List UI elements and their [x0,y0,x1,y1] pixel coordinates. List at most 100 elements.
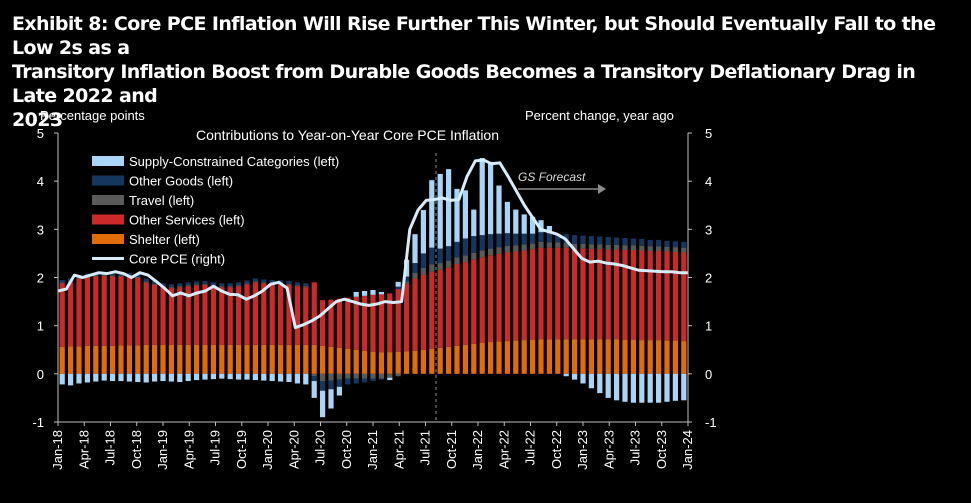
bar-shelter [429,348,435,374]
bar-travel [353,373,359,379]
bar-other-goods [580,235,586,244]
bar-other-services [496,253,502,342]
x-tick-label: Oct-19 [234,430,249,469]
bar-shelter [403,351,410,374]
bar-other-goods [639,238,645,246]
bar-supply [370,290,376,295]
bar-supply [193,373,200,381]
bar-other-services [59,283,65,347]
bar-other-services [294,286,301,345]
bar-other-services [303,287,309,345]
bar-other-services [420,275,427,350]
bar-supply [647,373,653,403]
bar-other-goods [219,283,225,287]
bar-other-services [185,286,191,345]
bar-other-goods [555,233,561,243]
bar-other-goods [303,283,309,287]
bar-shelter [613,339,620,374]
bar-other-goods [269,279,275,283]
bar-shelter [219,344,225,374]
bar-other-goods [420,253,427,268]
bar-other-services [655,251,662,341]
bar-other-services [445,267,452,347]
right-tick-label: 2 [705,271,712,286]
bar-shelter [311,344,317,374]
bar-shelter [395,351,401,374]
x-tick-label: Jul-20 [313,430,328,465]
bar-other-services [605,249,611,340]
bar-travel [681,247,687,253]
bar-other-services [109,276,116,346]
bar-supply [378,291,385,295]
bar-travel [59,282,65,284]
x-tick-label: Apr-22 [496,430,511,469]
bar-travel [496,247,502,254]
bar-travel [504,245,511,253]
bar-shelter [109,345,116,374]
bar-supply [605,373,611,398]
bar-travel [588,244,595,250]
bar-other-goods [151,280,158,284]
bar-travel [193,284,200,286]
bar-travel [261,282,267,284]
legend-label: Core PCE (right) [129,252,225,267]
bar-other-goods [168,284,175,288]
forecast-arrow-head [598,184,606,194]
bar-supply [244,373,250,380]
bar-other-goods [235,282,242,286]
bar-other-services [319,300,326,346]
bar-other-goods [412,263,418,273]
bar-supply [252,373,259,381]
bar-supply [177,373,183,383]
bar-shelter [93,345,99,374]
bar-travel [471,252,477,260]
bar-other-goods [286,280,292,284]
bar-shelter [168,344,175,374]
bar-supply [261,373,267,381]
bar-supply [76,373,82,384]
bar-other-services [135,277,141,346]
bar-travel [303,286,309,288]
bar-shelter [277,344,284,374]
bar-shelter [563,339,569,374]
x-tick-label: Jan-24 [680,430,695,470]
bar-supply [277,373,284,382]
bar-other-services [269,283,275,345]
bar-shelter [487,342,494,374]
bar-supply [546,225,553,234]
bar-travel [563,242,569,248]
legend-swatch [92,175,124,186]
bar-other-services [387,293,393,353]
right-tick-label: 3 [705,222,712,237]
bar-shelter [655,340,662,374]
bar-other-goods [336,379,343,387]
bar-travel [555,242,561,248]
bar-travel [135,277,141,278]
right-tick-label: 4 [705,174,712,189]
bar-shelter [353,349,359,374]
bar-other-goods [487,234,494,249]
legend-swatch [92,195,124,205]
bar-shelter [378,352,385,374]
bar-travel [387,373,393,378]
bar-shelter [630,339,637,374]
bar-travel [202,283,208,285]
bar-travel [235,285,242,287]
bar-supply [437,173,443,249]
legend-label: Supply-Constrained Categories (left) [129,154,339,169]
x-tick-label: Apr-23 [601,430,616,469]
bar-other-services [563,247,569,340]
legend-label: Shelter (left) [129,232,200,247]
bar-other-services [261,283,267,345]
bar-other-services [613,249,620,340]
bar-other-goods [403,276,410,282]
bar-travel [336,373,343,380]
bar-supply [395,281,401,287]
bar-shelter [647,340,653,374]
bar-supply [269,373,275,382]
x-tick-label: Jan-18 [50,430,65,470]
bar-supply [580,373,586,384]
bar-other-goods [202,280,208,284]
bar-travel [403,281,410,284]
bar-other-goods [345,378,351,385]
